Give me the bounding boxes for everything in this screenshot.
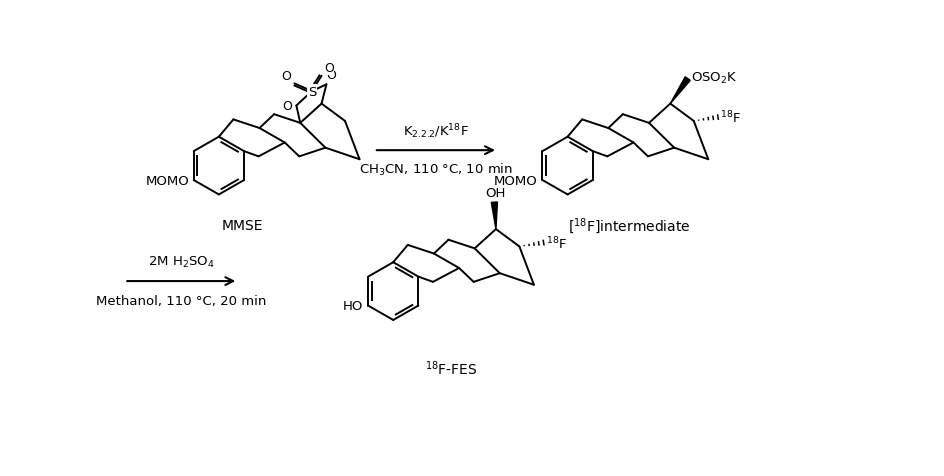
Text: $^{18}$F-FES: $^{18}$F-FES (425, 359, 477, 377)
Text: O: O (281, 69, 291, 83)
Text: HO: HO (343, 299, 363, 312)
Text: O: O (324, 62, 333, 75)
Text: O: O (326, 69, 336, 82)
Text: CH$_3$CN, 110 °C, 10 min: CH$_3$CN, 110 °C, 10 min (359, 162, 513, 178)
Text: OSO$_2$K: OSO$_2$K (690, 70, 736, 85)
Text: Methanol, 110 °C, 20 min: Methanol, 110 °C, 20 min (96, 294, 266, 307)
Text: K$_{2.2.2}$/K$^{18}$F: K$_{2.2.2}$/K$^{18}$F (402, 122, 468, 141)
Text: MOMO: MOMO (145, 174, 189, 187)
Polygon shape (669, 78, 689, 104)
Text: MMSE: MMSE (221, 218, 262, 232)
Text: 2M H$_2$SO$_4$: 2M H$_2$SO$_4$ (148, 255, 214, 270)
Text: $^{18}$F: $^{18}$F (719, 109, 740, 126)
Polygon shape (491, 203, 497, 229)
Text: O: O (282, 100, 293, 113)
Text: OH: OH (484, 187, 505, 199)
Text: S: S (308, 85, 315, 99)
Text: [$^{18}$F]intermediate: [$^{18}$F]intermediate (567, 216, 690, 235)
Text: MOMO: MOMO (494, 174, 537, 187)
Text: $^{18}$F: $^{18}$F (546, 235, 566, 251)
